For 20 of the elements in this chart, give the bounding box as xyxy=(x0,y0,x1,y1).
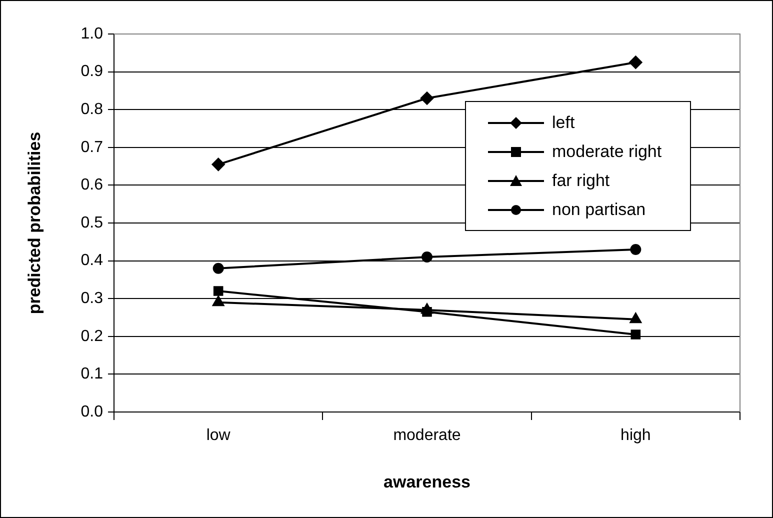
legend-label: left xyxy=(552,112,575,132)
y-tick-label: 0.7 xyxy=(80,138,104,156)
legend-label: non partisan xyxy=(552,200,646,220)
legend-label: moderate right xyxy=(552,142,662,162)
y-tick-label: 0.4 xyxy=(80,252,104,270)
y-tick-label: 0.9 xyxy=(80,63,104,80)
y-tick-label: 0.8 xyxy=(80,101,104,118)
y-axis-title: predicted probabilities xyxy=(24,132,44,314)
y-tick-label: 0.2 xyxy=(80,328,104,345)
x-tick-label: low xyxy=(206,427,231,444)
y-tick-label: 0.5 xyxy=(80,214,104,232)
y-tick-label: 0.1 xyxy=(80,366,104,383)
y-tick-label: 1.0 xyxy=(80,25,104,42)
x-axis-title: awareness xyxy=(384,472,470,492)
y-tick-label: 0.6 xyxy=(80,176,104,194)
x-tick-label: high xyxy=(620,427,651,444)
y-tick-label: 0.3 xyxy=(80,290,104,308)
legend-label: far right xyxy=(552,170,610,190)
y-tick-label: 0.0 xyxy=(80,403,104,420)
x-tick-label: moderate xyxy=(393,427,461,444)
